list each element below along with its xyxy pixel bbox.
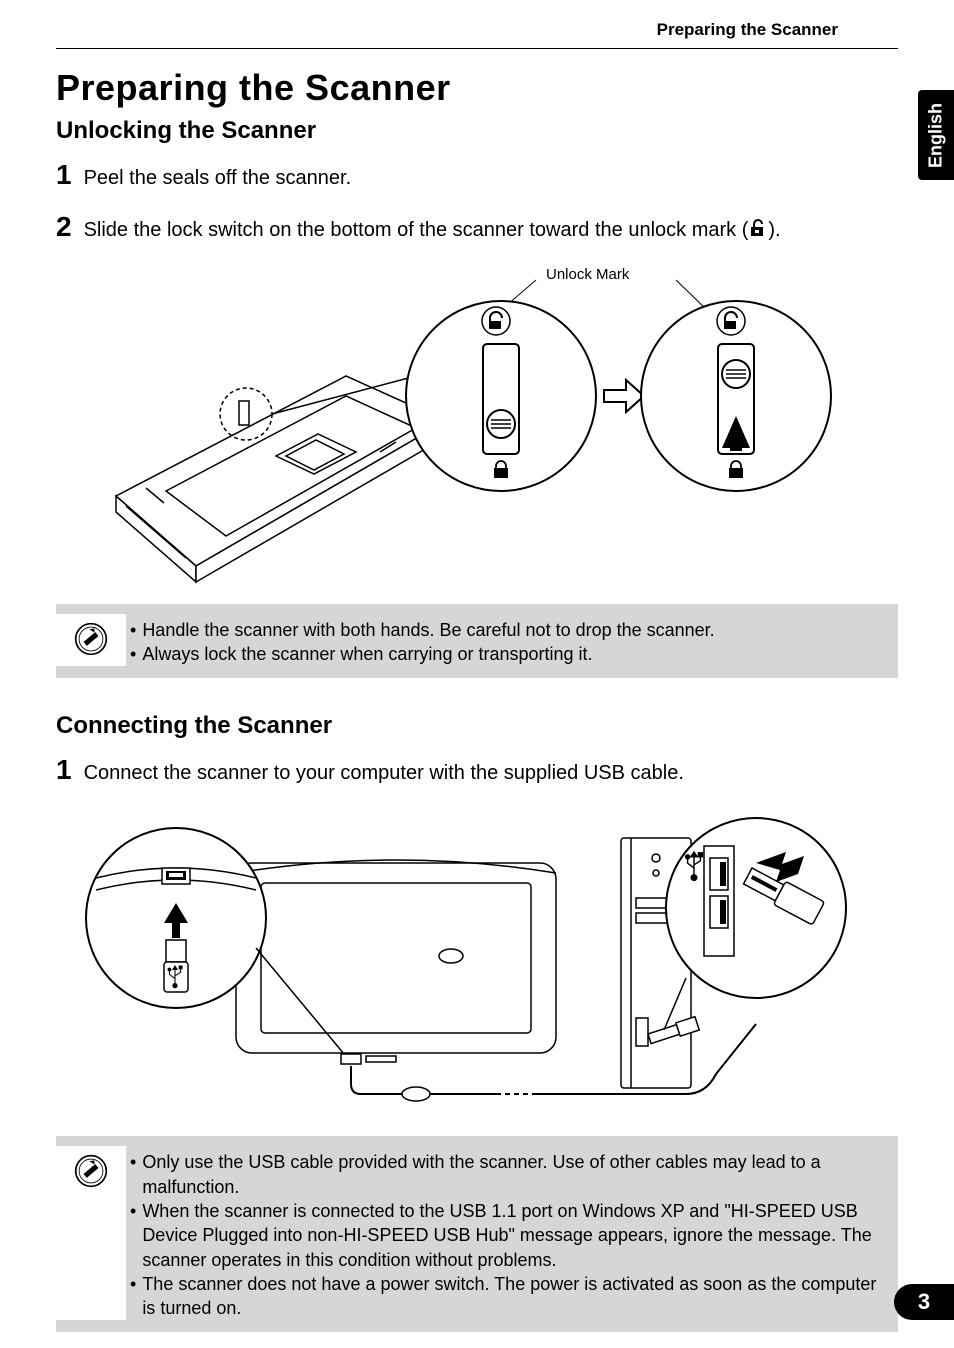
- step-number: 1: [56, 161, 72, 189]
- note-text: The scanner does not have a power switch…: [142, 1272, 880, 1321]
- page-title: Preparing the Scanner: [56, 67, 898, 109]
- bullet-dot: •: [130, 1199, 136, 1272]
- step-number: 2: [56, 213, 72, 241]
- language-tab: English: [918, 90, 954, 180]
- note-icon-wrap: [56, 1146, 126, 1320]
- step-text-part-b: ).: [768, 219, 780, 241]
- unlock-diagram: Unlock Mark: [56, 266, 898, 596]
- note-text: Always lock the scanner when carrying or…: [142, 642, 592, 666]
- note-pencil-icon: [74, 622, 108, 656]
- section1-heading: Unlocking the Scanner: [56, 117, 898, 145]
- bullet-dot: •: [130, 618, 136, 642]
- note-text: Only use the USB cable provided with the…: [142, 1150, 880, 1199]
- unlock-icon: [748, 218, 768, 244]
- bullet-dot: •: [130, 642, 136, 666]
- section2-heading: Connecting the Scanner: [56, 712, 898, 740]
- step-number: 1: [56, 756, 72, 784]
- step-row: 1 Connect the scanner to your computer w…: [56, 756, 898, 786]
- unlock-mark-label: Unlock Mark: [546, 266, 629, 283]
- usb-diagram: [56, 808, 898, 1128]
- step-text: Peel the seals off the scanner.: [84, 165, 352, 191]
- step-text-part-a: Slide the lock switch on the bottom of t…: [84, 219, 749, 241]
- bullet-dot: •: [130, 1150, 136, 1199]
- note-text: When the scanner is connected to the USB…: [142, 1199, 880, 1272]
- note-text: Handle the scanner with both hands. Be c…: [142, 618, 714, 642]
- step-row: 1 Peel the seals off the scanner.: [56, 161, 898, 191]
- note-box: •Only use the USB cable provided with th…: [56, 1136, 898, 1332]
- note-pencil-icon: [74, 1154, 108, 1188]
- note-icon-wrap: [56, 614, 126, 667]
- note-box: •Handle the scanner with both hands. Be …: [56, 604, 898, 679]
- step-row: 2 Slide the lock switch on the bottom of…: [56, 213, 898, 244]
- bullet-dot: •: [130, 1272, 136, 1321]
- step-text: Slide the lock switch on the bottom of t…: [84, 217, 781, 244]
- step-text: Connect the scanner to your computer wit…: [84, 760, 684, 786]
- running-head: Preparing the Scanner: [56, 20, 898, 49]
- page-number: 3: [894, 1284, 954, 1320]
